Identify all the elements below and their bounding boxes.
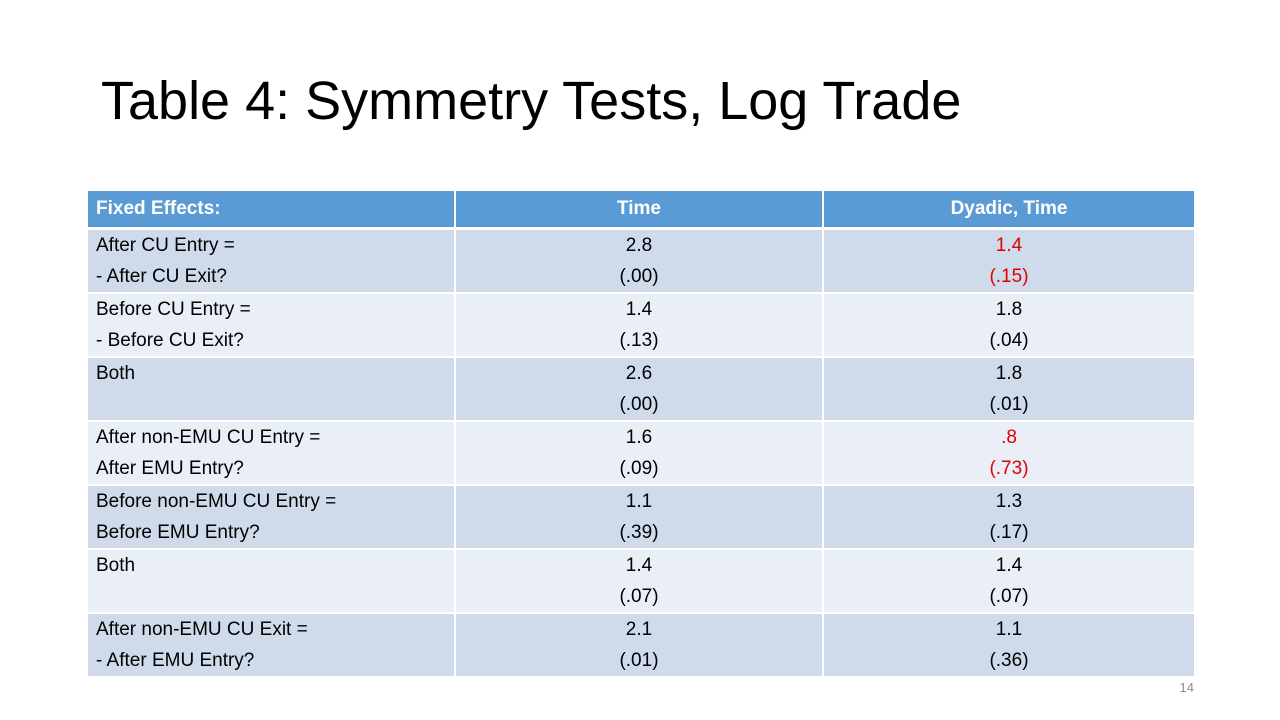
row-label-line: - After CU Exit? [96, 266, 227, 287]
row-label: Before CU Entry = - Before CU Exit? [88, 293, 456, 358]
table-row: Both 2.6 (.00) 1.8 (.01) [88, 357, 1194, 422]
dyadic-pvalue: (.15) [989, 266, 1029, 287]
page-number: 14 [1179, 680, 1194, 695]
time-estimate: 2.8 [625, 235, 653, 256]
header-dyadic-time: Dyadic, Time [823, 191, 1194, 230]
slide-title: Table 4: Symmetry Tests, Log Trade [101, 71, 962, 131]
row-label: After non-EMU CU Exit = - After EMU Entry… [88, 613, 456, 678]
dyadic-cell: .8 (.73) [823, 421, 1194, 486]
table-row: After CU Entry = - After CU Exit? 2.8 (.00… [88, 228, 1194, 294]
row-label-line: Before EMU Entry? [96, 522, 260, 543]
dyadic-estimate: 1.4 [995, 235, 1023, 256]
row-label-line: Before non-EMU CU Entry = [96, 491, 337, 512]
time-estimate: 1.1 [625, 491, 653, 512]
dyadic-estimate: 1.1 [995, 619, 1023, 640]
time-cell: 2.1 (.01) [455, 613, 824, 678]
time-pvalue: (.01) [619, 650, 659, 671]
row-label-line: - After EMU Entry? [96, 650, 255, 671]
time-pvalue: (.39) [619, 522, 659, 543]
row-label: After CU Entry = - After CU Exit? [88, 228, 456, 294]
time-estimate: 2.6 [625, 363, 653, 384]
results-table: Fixed Effects: Time Dyadic, Time After C… [88, 191, 1194, 678]
row-label-line: Before CU Entry = [96, 299, 251, 320]
time-pvalue: (.07) [619, 586, 659, 607]
time-pvalue: (.00) [619, 266, 659, 287]
header-fixed-effects: Fixed Effects: [88, 191, 456, 230]
dyadic-pvalue: (.73) [989, 458, 1029, 479]
row-label-line: Both [96, 363, 136, 384]
time-cell: 2.6 (.00) [455, 357, 824, 422]
time-pvalue: (.13) [619, 330, 659, 351]
time-estimate: 2.1 [625, 619, 653, 640]
row-label: Before non-EMU CU Entry = Before EMU Entr… [88, 485, 456, 550]
time-cell: 1.4 (.13) [455, 293, 824, 358]
dyadic-pvalue: (.01) [989, 394, 1029, 415]
row-label-line: After CU Entry = [96, 235, 235, 256]
row-label-line: After non-EMU CU Entry = [96, 427, 321, 448]
row-label: Both [88, 357, 456, 422]
dyadic-cell: 1.3 (.17) [823, 485, 1194, 550]
row-label-line: After non-EMU CU Exit = [96, 619, 308, 640]
time-pvalue: (.09) [619, 458, 659, 479]
table-row: Both 1.4 (.07) 1.4 (.07) [88, 549, 1194, 614]
row-label-line: Both [96, 555, 136, 576]
table-row: After non-EMU CU Exit = - After EMU Entry… [88, 613, 1194, 678]
time-estimate: 1.4 [625, 299, 653, 320]
table-row: Before non-EMU CU Entry = Before EMU Entr… [88, 485, 1194, 550]
dyadic-estimate: 1.8 [995, 299, 1023, 320]
time-cell: 2.8 (.00) [455, 228, 824, 294]
dyadic-cell: 1.4 (.15) [823, 228, 1194, 294]
dyadic-estimate: .8 [1001, 427, 1017, 448]
row-label: Both [88, 549, 456, 614]
dyadic-pvalue: (.07) [989, 586, 1029, 607]
time-pvalue: (.00) [619, 394, 659, 415]
row-label-line: - Before CU Exit? [96, 330, 244, 351]
row-label: After non-EMU CU Entry = After EMU Entry? [88, 421, 456, 486]
dyadic-cell: 1.8 (.04) [823, 293, 1194, 358]
row-label-line: After EMU Entry? [96, 458, 244, 479]
time-cell: 1.1 (.39) [455, 485, 824, 550]
dyadic-pvalue: (.36) [989, 650, 1029, 671]
table-header-row: Fixed Effects: Time Dyadic, Time [88, 191, 1194, 230]
table-row: After non-EMU CU Entry = After EMU Entry?… [88, 421, 1194, 486]
dyadic-cell: 1.4 (.07) [823, 549, 1194, 614]
dyadic-estimate: 1.4 [995, 555, 1023, 576]
dyadic-cell: 1.1 (.36) [823, 613, 1194, 678]
dyadic-cell: 1.8 (.01) [823, 357, 1194, 422]
time-cell: 1.6 (.09) [455, 421, 824, 486]
time-estimate: 1.4 [625, 555, 653, 576]
time-cell: 1.4 (.07) [455, 549, 824, 614]
dyadic-estimate: 1.3 [995, 491, 1023, 512]
time-estimate: 1.6 [625, 427, 653, 448]
dyadic-estimate: 1.8 [995, 363, 1023, 384]
header-time: Time [455, 191, 824, 230]
dyadic-pvalue: (.17) [989, 522, 1029, 543]
dyadic-pvalue: (.04) [989, 330, 1029, 351]
table-row: Before CU Entry = - Before CU Exit? 1.4 (.… [88, 293, 1194, 358]
